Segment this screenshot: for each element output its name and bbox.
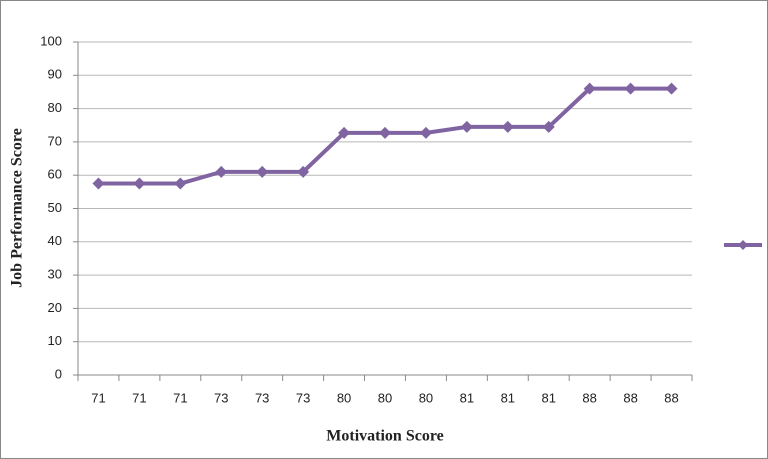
x-tick-label: 81 [501,390,515,405]
y-tick-label: 100 [40,33,62,48]
y-tick-label: 0 [55,366,62,381]
data-point [215,165,228,178]
y-tick-label: 40 [48,233,62,248]
y-tick-label: 60 [48,167,62,182]
data-point [174,177,187,190]
x-axis-title: Motivation Score [326,428,443,445]
data-point [665,82,678,95]
y-tick-label: 80 [48,100,62,115]
data-point [624,82,637,95]
y-tick-label: 20 [48,300,62,315]
x-tick-label: 80 [337,390,351,405]
y-tick-label: 30 [48,267,62,282]
x-tick-label: 71 [132,390,146,405]
x-tick-label: 73 [296,390,310,405]
x-tick-label: 88 [623,390,637,405]
x-tick-label: 80 [378,390,392,405]
x-tick-label: 73 [214,390,228,405]
data-point [419,126,432,139]
x-tick-label: 71 [173,390,187,405]
data-point [460,120,473,133]
legend [724,240,762,250]
y-tick-label: 50 [48,200,62,215]
data-point [133,177,146,190]
x-tick-label: 71 [91,390,105,405]
y-tick-label: 70 [48,133,62,148]
x-tick-label: 88 [582,390,596,405]
data-point [542,120,555,133]
x-tick-label: 73 [255,390,269,405]
x-tick-label: 81 [541,390,555,405]
y-tick-label: 90 [48,67,62,82]
y-axis-title: Job Performance Score [9,128,26,288]
data-point [338,126,351,139]
data-point [379,126,391,139]
x-tick-label: 80 [419,390,433,405]
data-point [583,82,596,95]
data-point [256,165,269,178]
data-point [501,120,514,133]
y-tick-label: 10 [48,333,62,348]
x-tick-label: 88 [664,390,678,405]
data-point [297,165,310,178]
legend-marker [738,240,748,250]
x-tick-label: 81 [460,390,474,405]
data-point [92,177,105,190]
